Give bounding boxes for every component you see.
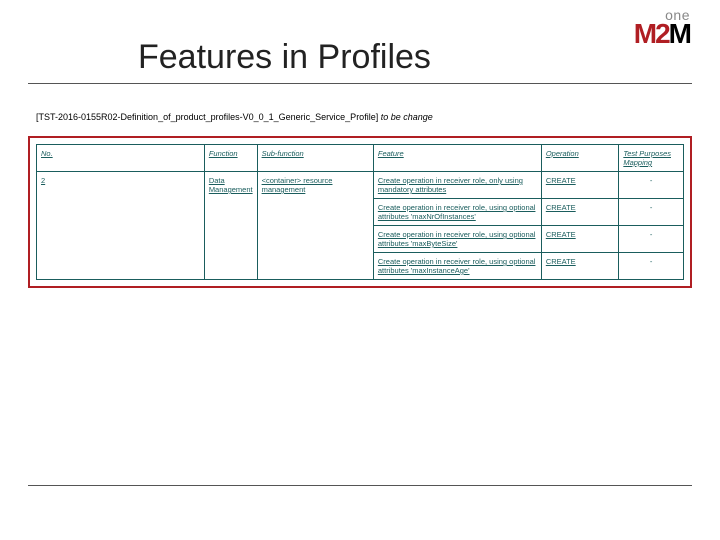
table-header-row: No. Function Sub-function Feature Operat… xyxy=(37,145,684,172)
col-header-function: Function xyxy=(204,145,257,172)
caption-bracket: [TST-2016-0155R02-Definition_of_product_… xyxy=(36,112,378,122)
cell-no: 2 xyxy=(37,172,205,280)
cell-operation: CREATE xyxy=(541,226,619,253)
profile-table: No. Function Sub-function Feature Operat… xyxy=(36,144,684,280)
table-row: 2 Data Management <container> resource m… xyxy=(37,172,684,199)
page-title: Features in Profiles xyxy=(138,38,692,77)
cell-feature: Create operation in receiver role, using… xyxy=(373,253,541,280)
cell-function: Data Management xyxy=(204,172,257,280)
cell-feature: Create operation in receiver role, only … xyxy=(373,172,541,199)
cell-feature: Create operation in receiver role, using… xyxy=(373,199,541,226)
col-header-no: No. xyxy=(37,145,205,172)
cell-mapping: - xyxy=(619,253,684,280)
col-header-operation: Operation xyxy=(541,145,619,172)
cell-mapping: - xyxy=(619,226,684,253)
cell-operation: CREATE xyxy=(541,172,619,199)
cell-feature: Create operation in receiver role, using… xyxy=(373,226,541,253)
col-header-subfunction: Sub-function xyxy=(257,145,373,172)
profile-table-container: No. Function Sub-function Feature Operat… xyxy=(28,136,692,288)
cell-operation: CREATE xyxy=(541,253,619,280)
header: Features in Profiles xyxy=(28,38,692,84)
col-header-mapping: Test Purposes Mapping xyxy=(619,145,684,172)
footer-rule xyxy=(28,485,692,486)
cell-operation: CREATE xyxy=(541,199,619,226)
cell-mapping: - xyxy=(619,199,684,226)
col-header-feature: Feature xyxy=(373,145,541,172)
caption-line: [TST-2016-0155R02-Definition_of_product_… xyxy=(36,112,433,122)
cell-subfunction: <container> resource management xyxy=(257,172,373,280)
cell-mapping: - xyxy=(619,172,684,199)
caption-italic: to be change xyxy=(378,112,433,122)
